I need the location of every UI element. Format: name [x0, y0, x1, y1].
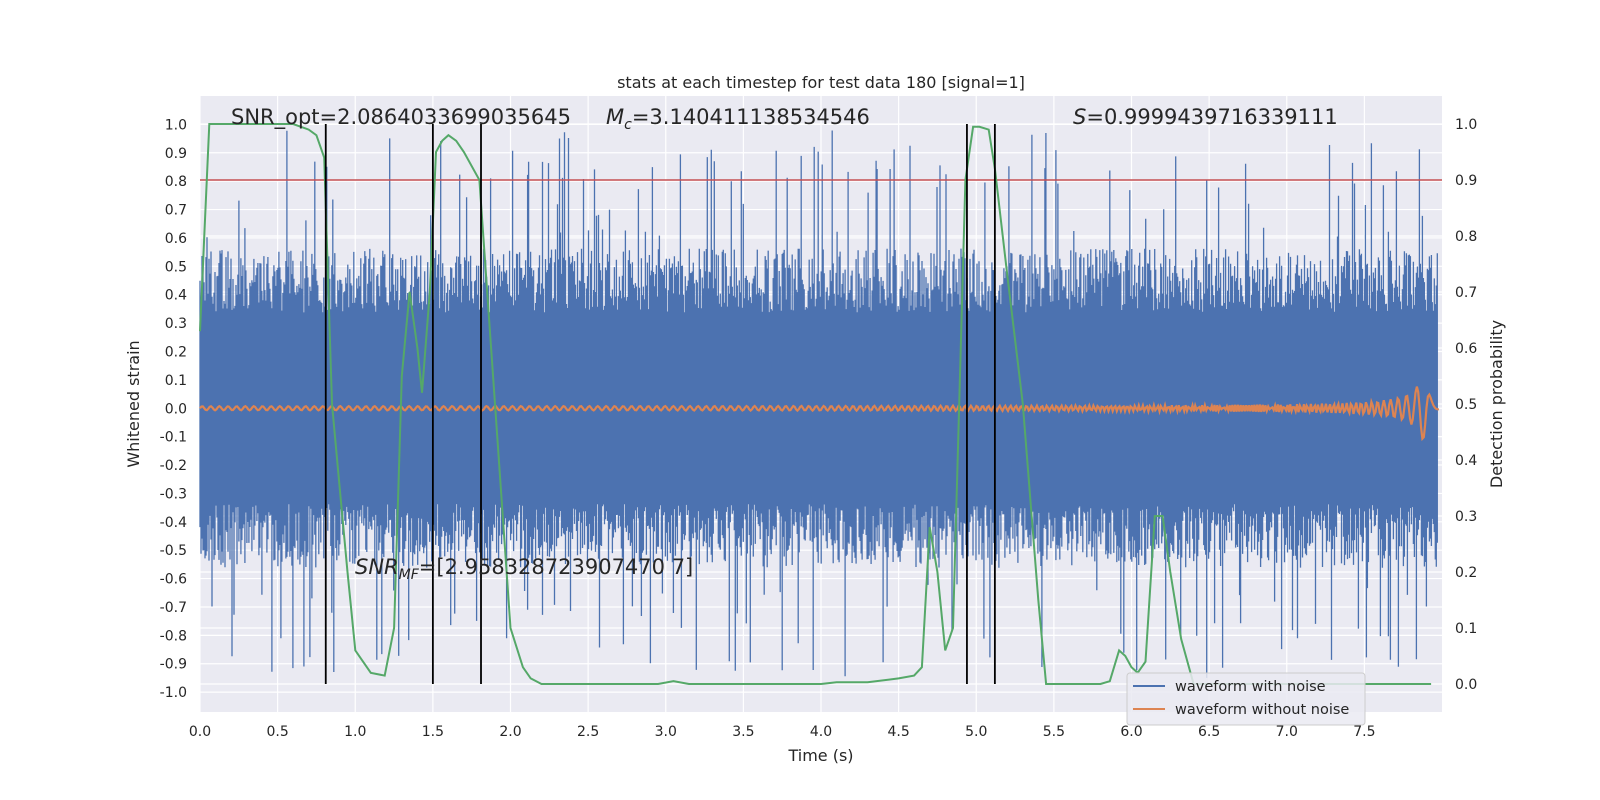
snr-mf-symbol: SNR — [355, 555, 399, 579]
boundary-lines — [324, 124, 996, 684]
x-tick-label: 0.5 — [266, 724, 288, 740]
y-right-tick-label: 0.8 — [1455, 229, 1477, 245]
y-left-tick-label: -0.8 — [160, 628, 187, 644]
y-left-tick-label: 0.3 — [165, 316, 187, 332]
legend-noise-label: waveform with noise — [1175, 679, 1326, 695]
snr-mf-subscript: MF — [399, 567, 420, 583]
y-left-tick-label: -0.2 — [160, 458, 187, 474]
y-right-tick-label: 0.0 — [1455, 677, 1477, 693]
noise-trace — [199, 130, 1438, 678]
y-right-tick-label: 0.5 — [1455, 397, 1477, 413]
x-tick-label: 4.0 — [810, 724, 832, 740]
y-right-tick-label: 0.7 — [1455, 285, 1477, 301]
x-tick-label: 3.5 — [732, 724, 754, 740]
x-axis-ticks: 0.0 0.5 1.0 1.5 2.0 2.5 3.0 3.5 4.0 4.5 5.0 5.5 6.0 6… — [189, 724, 1376, 740]
x-tick-label: 2.5 — [577, 724, 599, 740]
snr-opt-annotation: SNR_opt=2.0864033699035645 — [231, 105, 571, 130]
chart-title: stats at each timestep for test data 180… — [617, 73, 1025, 92]
noise-series — [199, 130, 1438, 678]
y-left-tick-label: 0.5 — [165, 259, 187, 275]
y-left-tick-label: 0.2 — [165, 344, 187, 360]
y-left-tick-label: 0.7 — [165, 203, 187, 219]
y-left-tick-label: 1.0 — [165, 117, 187, 133]
y-right-axis-label: Detection probability — [1487, 320, 1506, 488]
chirp-mass-annotation: Mc=3.140411138534546 — [606, 105, 870, 133]
x-tick-label: 4.5 — [887, 724, 909, 740]
x-tick-label: 5.0 — [965, 724, 987, 740]
y-left-axis-label: Whitened strain — [124, 340, 143, 467]
y-left-tick-label: 0.4 — [165, 288, 187, 304]
signal-series — [199, 386, 1439, 442]
y-right-tick-label: 0.3 — [1455, 509, 1477, 525]
s-symbol: S — [1073, 105, 1086, 129]
y-left-tick-label: -0.3 — [160, 486, 187, 502]
snr-mf-value: =[2.958328723907470 7] — [419, 555, 693, 579]
y-right-tick-label: 0.1 — [1455, 621, 1477, 637]
x-tick-label: 5.5 — [1043, 724, 1065, 740]
x-tick-label: 2.0 — [499, 724, 521, 740]
y-right-tick-label: 0.4 — [1455, 453, 1477, 469]
y-left-tick-label: -0.1 — [160, 430, 187, 446]
s-value: =0.9999439716339111 — [1086, 105, 1337, 129]
x-tick-label: 1.0 — [344, 724, 366, 740]
y-right-tick-label: 1.0 — [1455, 117, 1477, 133]
x-tick-label: 3.0 — [655, 724, 677, 740]
y-right-tick-label: 0.6 — [1455, 341, 1477, 357]
mc-value: =3.140411138534546 — [632, 105, 870, 129]
y-left-tick-label: 0.0 — [165, 401, 187, 417]
y-left-tick-label: -0.4 — [160, 515, 187, 531]
y-left-ticks: 1.0 0.9 0.8 0.7 0.6 0.5 0.4 0.3 0.2 0.1 0.0 -0.1 -0.… — [160, 117, 187, 701]
x-tick-label: 7.5 — [1353, 724, 1375, 740]
probability-trace — [199, 123, 1432, 685]
y-left-tick-label: -0.7 — [160, 600, 187, 616]
legend: waveform with noise waveform without noi… — [1126, 672, 1366, 726]
probability-series — [199, 123, 1432, 685]
legend-signal-label: waveform without noise — [1175, 702, 1349, 718]
y-right-tick-label: 0.2 — [1455, 565, 1477, 581]
legend-box — [1126, 672, 1366, 726]
y-left-tick-label: 0.9 — [165, 146, 187, 162]
s-annotation: S=0.9999439716339111 — [1073, 105, 1338, 129]
signal-trace — [199, 386, 1439, 442]
y-left-tick-label: -0.9 — [160, 657, 187, 673]
y-left-tick-label: -0.5 — [160, 543, 187, 559]
x-tick-label: 6.5 — [1198, 724, 1220, 740]
mc-subscript: c — [624, 117, 632, 133]
y-left-tick-label: 0.1 — [165, 373, 187, 389]
y-right-tick-label: 0.9 — [1455, 173, 1477, 189]
x-tick-label: 1.5 — [422, 724, 444, 740]
y-left-tick-label: 0.8 — [165, 174, 187, 190]
y-left-tick-label: -0.6 — [160, 572, 187, 588]
snr-mf-annotation: SNRMF=[2.958328723907470 7] — [355, 555, 693, 583]
y-left-tick-label: 0.6 — [165, 231, 187, 247]
y-right-ticks: 1.0 0.9 0.8 0.7 0.6 0.5 0.4 0.3 0.2 0.1 0.0 — [1455, 117, 1477, 693]
y-left-tick-label: -1.0 — [160, 685, 187, 701]
x-tick-label: 6.0 — [1120, 724, 1142, 740]
x-axis-label: Time (s) — [787, 746, 853, 765]
mc-symbol: M — [606, 105, 624, 129]
x-tick-label: 7.0 — [1276, 724, 1298, 740]
x-tick-label: 0.0 — [189, 724, 211, 740]
